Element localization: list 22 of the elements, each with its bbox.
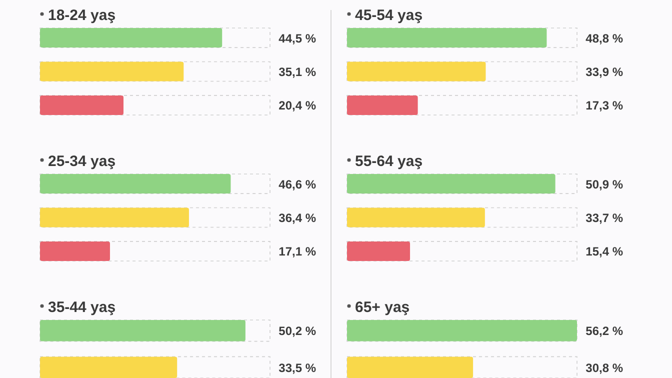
- data-label: 56,2 %: [586, 324, 624, 338]
- data-label: 48,8 %: [586, 31, 624, 46]
- data-label: 44,5 %: [278, 31, 316, 46]
- data-label: 17,1 %: [278, 244, 316, 259]
- data-label: 15,4 %: [586, 244, 624, 259]
- chart-title: 18-24 yaş: [48, 7, 116, 24]
- chart-title: 45-54 yaş: [355, 7, 423, 24]
- data-label: 35,1 %: [278, 65, 316, 79]
- data-label: 20,4 %: [278, 98, 316, 113]
- data-label: 33,9 %: [586, 65, 624, 79]
- chart-title: 55-64 yaş: [355, 153, 423, 170]
- data-label: 50,9 %: [586, 177, 624, 192]
- data-label: 50,2 %: [278, 324, 316, 338]
- data-label: 33,7 %: [586, 211, 624, 225]
- data-label: 46,6 %: [278, 177, 316, 192]
- data-label: 17,3 %: [586, 98, 624, 113]
- data-label: 30,8 %: [586, 360, 624, 375]
- data-label: 33,5 %: [278, 360, 316, 375]
- data-label: 36,4 %: [278, 211, 316, 225]
- chart-title: 65+ yaş: [355, 299, 410, 316]
- chart-title: 25-34 yaş: [48, 153, 116, 170]
- chart-title: 35-44 yaş: [48, 299, 116, 316]
